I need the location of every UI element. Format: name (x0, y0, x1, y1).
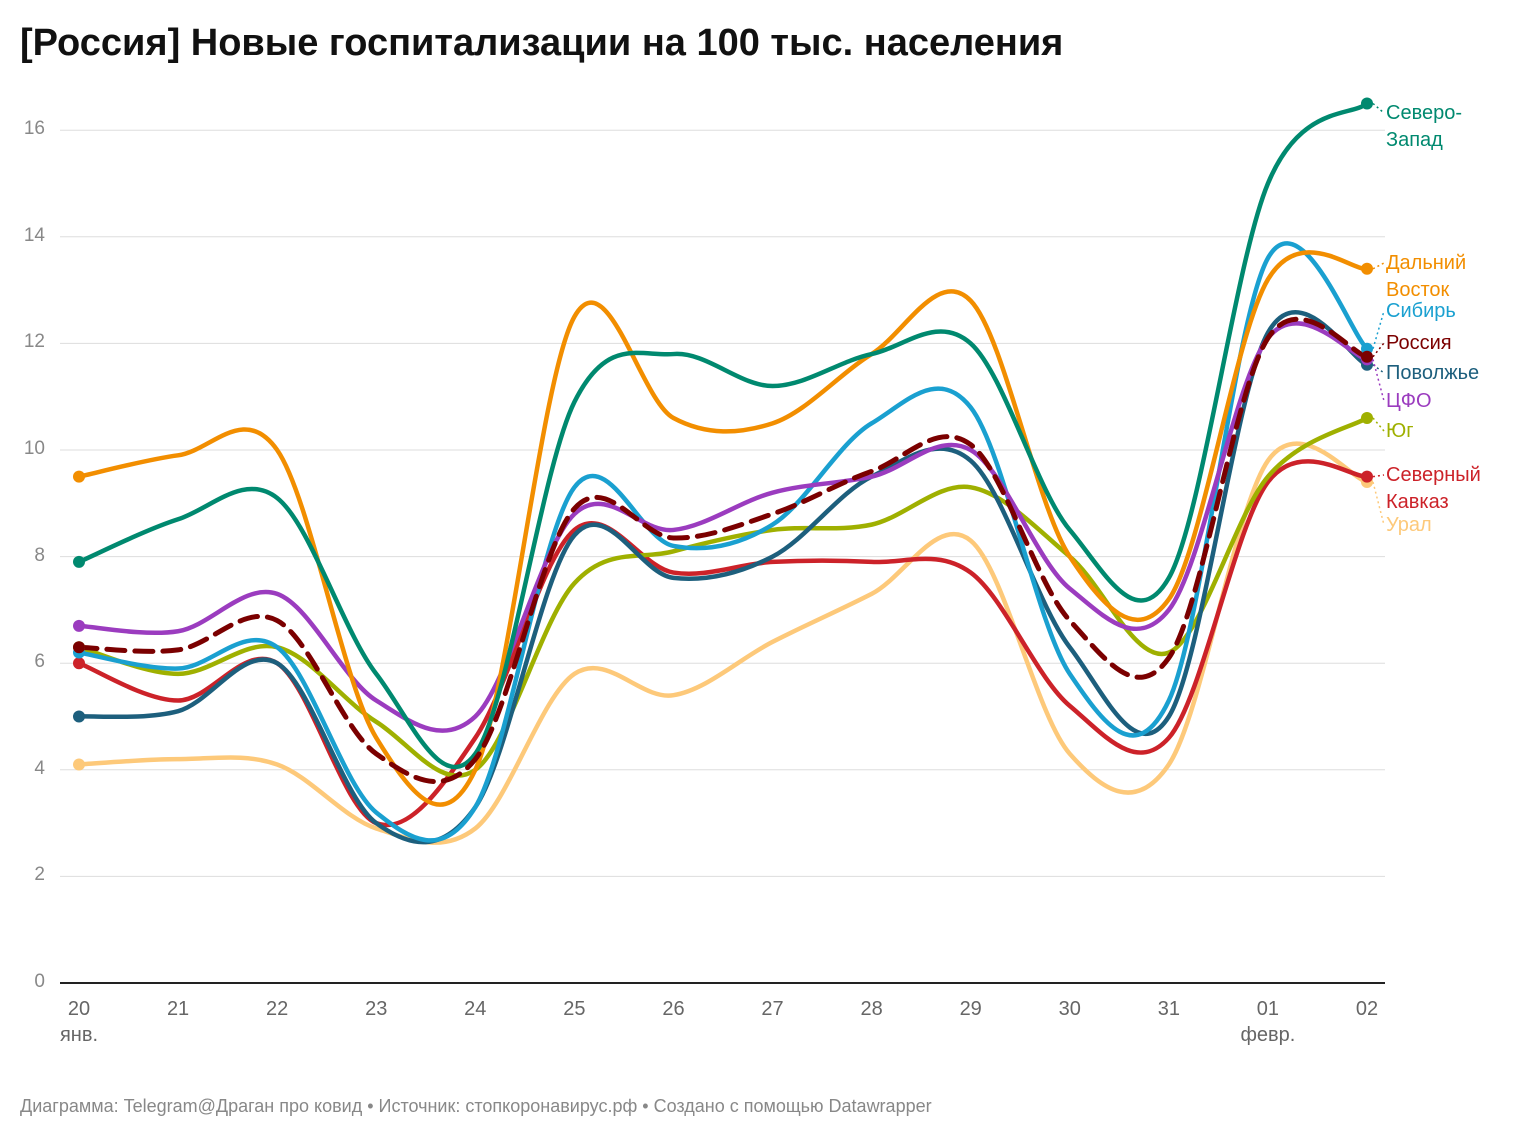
y-tick-label: 16 (23, 118, 45, 140)
x-tick-label: 21 (166, 998, 190, 1020)
y-tick-label: 14 (23, 224, 45, 246)
x-tick-label: 22 (266, 998, 289, 1020)
y-tick-label: 10 (23, 438, 45, 459)
x-tick-label: 29 (959, 998, 982, 1020)
label-connector (1372, 474, 1385, 478)
end-dot (73, 470, 85, 483)
legend-label: Урал (1386, 514, 1432, 536)
line (76, 101, 1370, 770)
x-tick-label: 28 (860, 998, 883, 1020)
x-tick-label: 26 (662, 998, 685, 1020)
end-dot (1361, 350, 1373, 363)
end-dot (1361, 262, 1373, 275)
y-tick-label: 2 (34, 864, 45, 886)
line (76, 310, 1370, 845)
line (76, 441, 1370, 845)
line (76, 241, 1370, 843)
x-tick-label: 23 (365, 998, 388, 1020)
x-tick-label: 20 янв. (59, 998, 99, 1046)
x-tick-label: 01 февр. (1240, 998, 1296, 1046)
legend-label: Северный Кавказ (1386, 464, 1481, 513)
label-connector (1372, 417, 1385, 432)
x-tick-label: 24 (464, 998, 487, 1020)
end-dot (73, 641, 85, 654)
label-connector (1372, 364, 1385, 374)
end-dot (73, 555, 85, 568)
end-dot (1361, 412, 1373, 425)
line (76, 316, 1370, 785)
end-dot (73, 619, 85, 632)
end-dot (73, 657, 85, 670)
label-connector (1372, 359, 1385, 402)
label-connector (1372, 310, 1385, 349)
footer: Диаграмма: Telegram@Драган про ковид • И… (20, 1096, 932, 1116)
y-tick-label: 6 (34, 651, 45, 673)
end-dot (73, 758, 85, 771)
line (76, 415, 1370, 778)
x-tick-label: 30 (1058, 998, 1081, 1020)
end-dot (1361, 470, 1373, 483)
x-tick-label: 25 (563, 998, 586, 1020)
label-connector (1372, 481, 1385, 526)
legend-label: Поволжье (1386, 362, 1480, 384)
y-tick-label: 4 (34, 757, 45, 779)
label-connector (1372, 262, 1385, 270)
end-dot (73, 710, 85, 723)
x-tick-label: 02 (1355, 998, 1379, 1020)
y-tick-label: 8 (34, 544, 45, 566)
legend-label: ЦФО (1386, 390, 1432, 412)
x-tick-label: 31 (1157, 998, 1180, 1020)
legend-label: Дальний Восток (1386, 252, 1467, 301)
label-connector (1372, 342, 1385, 358)
legend-label: Юг (1386, 420, 1414, 442)
y-tick-label: 12 (23, 331, 45, 353)
legend-label: Россия (1386, 332, 1452, 354)
y-tick-label: 0 (34, 971, 45, 992)
chart-title: [Россия] Новые госпитализации на 100 тыс… (20, 22, 1064, 64)
label-connector (1372, 102, 1385, 114)
x-tick-label: 27 (761, 998, 784, 1020)
line (76, 321, 1370, 733)
legend-label: Северо-Запад (1386, 102, 1462, 151)
end-dot (1361, 97, 1373, 110)
legend-label: Сибирь (1386, 300, 1456, 322)
